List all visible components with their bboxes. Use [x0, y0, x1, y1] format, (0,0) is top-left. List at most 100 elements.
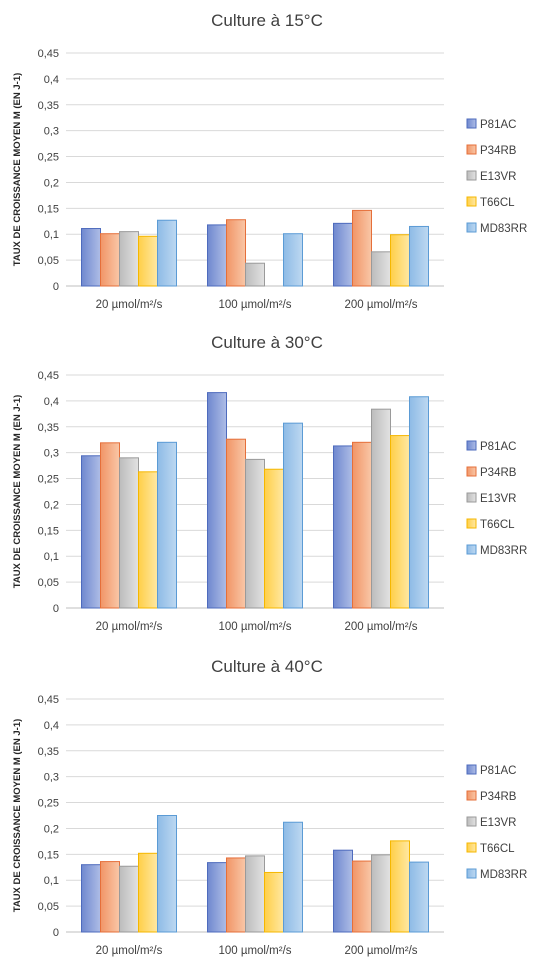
bar-md83rr: [283, 422, 303, 609]
chart-0: Culture à 15°C 0 0,05 0,1 0,15 0,2 0,25 0,3 0,35…: [12, 11, 527, 311]
bar-p34rb: [226, 219, 246, 287]
legend-label: E13VR: [480, 817, 516, 829]
bar-p81ac: [333, 445, 353, 609]
legend-swatch: [466, 518, 477, 529]
bar-md83rr: [409, 861, 429, 933]
bar-p34rb: [352, 441, 372, 609]
bar-p81ac: [207, 392, 227, 609]
legend-swatch: [466, 144, 477, 155]
x-tick-label: 20 µmol/m²/s: [96, 945, 163, 957]
bar-md83rr: [283, 821, 303, 933]
chart-title: Culture à 40°C: [211, 657, 323, 676]
x-tick-label: 100 µmol/m²/s: [218, 621, 291, 633]
y-tick-label: 0,4: [44, 720, 59, 732]
chart-title: Culture à 30°C: [211, 333, 323, 352]
legend-label: P81AC: [480, 765, 516, 777]
bar-p34rb: [100, 233, 120, 287]
bar-t66cl: [138, 235, 158, 287]
legend-swatch: [466, 842, 477, 853]
legend-swatch: [466, 196, 477, 207]
bar-e13vr: [371, 251, 391, 287]
y-tick-label: 0,25: [38, 474, 59, 486]
bar-p81ac: [81, 228, 101, 287]
y-tick-label: 0,05: [38, 255, 59, 267]
y-tick-label: 0,15: [38, 203, 59, 215]
y-tick-label: 0,35: [38, 422, 59, 434]
legend-label: P81AC: [480, 119, 516, 131]
legend-label: T66CL: [480, 519, 515, 531]
bar-md83rr: [409, 396, 429, 609]
legend-swatch: [466, 816, 477, 827]
y-tick-label: 0,15: [38, 525, 59, 537]
y-tick-label: 0,1: [44, 229, 59, 241]
legend-label: P34RB: [480, 791, 517, 803]
legend-label: P34RB: [480, 467, 517, 479]
y-tick-label: 0,1: [44, 875, 59, 887]
bar-p81ac: [81, 864, 101, 933]
bar-e13vr: [245, 262, 265, 287]
y-tick-label: 0,3: [44, 448, 59, 460]
bar-e13vr: [119, 865, 139, 933]
legend-label: MD83RR: [480, 545, 527, 557]
y-tick-label: 0: [53, 281, 59, 293]
bar-e13vr: [119, 231, 139, 287]
bar-p34rb: [100, 442, 120, 609]
bar-t66cl: [390, 840, 410, 933]
legend-label: E13VR: [480, 171, 516, 183]
y-tick-label: 0,05: [38, 577, 59, 589]
y-tick-label: 0,45: [38, 694, 59, 706]
x-tick-label: 200 µmol/m²/s: [344, 621, 417, 633]
y-tick-label: 0,25: [38, 152, 59, 164]
bar-p34rb: [226, 438, 246, 609]
legend-label: P81AC: [480, 441, 516, 453]
bar-p34rb: [226, 857, 246, 933]
bar-t66cl: [264, 871, 284, 933]
legend-swatch: [466, 790, 477, 801]
bar-p34rb: [352, 209, 372, 287]
legend-swatch: [466, 170, 477, 181]
bar-t66cl: [390, 435, 410, 609]
y-tick-label: 0,35: [38, 100, 59, 112]
legend-swatch: [466, 764, 477, 775]
bar-md83rr: [409, 225, 429, 287]
bar-t66cl: [138, 471, 158, 609]
y-tick-label: 0,3: [44, 772, 59, 784]
y-tick-label: 0,2: [44, 823, 59, 835]
legend-swatch: [466, 440, 477, 451]
y-axis-label: TAUX DE CROISSANCE MOYEN M (EN J-1): [12, 395, 23, 589]
legend-swatch: [466, 222, 477, 233]
x-tick-label: 200 µmol/m²/s: [344, 945, 417, 957]
bar-e13vr: [245, 855, 265, 933]
chart-1: Culture à 30°C 0 0,05 0,1 0,15 0,2 0,25 0,3 0,35…: [12, 333, 527, 633]
bar-p81ac: [207, 862, 227, 933]
y-tick-label: 0,3: [44, 126, 59, 138]
y-tick-label: 0,2: [44, 177, 59, 189]
y-tick-label: 0,05: [38, 901, 59, 913]
x-tick-label: 20 µmol/m²/s: [96, 299, 163, 311]
y-tick-label: 0: [53, 927, 59, 939]
bar-p34rb: [352, 860, 372, 933]
bar-p81ac: [333, 222, 353, 287]
y-tick-label: 0,45: [38, 370, 59, 382]
bar-p34rb: [100, 861, 120, 933]
y-tick-label: 0,15: [38, 849, 59, 861]
bar-md83rr: [283, 233, 303, 287]
legend-label: MD83RR: [480, 223, 527, 235]
legend-swatch: [466, 544, 477, 555]
legend-swatch: [466, 466, 477, 477]
bar-md83rr: [157, 441, 177, 609]
bar-t66cl: [264, 468, 284, 609]
bar-e13vr: [245, 458, 265, 609]
x-tick-label: 200 µmol/m²/s: [344, 299, 417, 311]
bar-t66cl: [390, 234, 410, 287]
y-tick-label: 0,35: [38, 746, 59, 758]
legend-swatch: [466, 118, 477, 129]
x-tick-label: 100 µmol/m²/s: [218, 299, 291, 311]
y-tick-label: 0,1: [44, 551, 59, 563]
y-tick-label: 0,25: [38, 798, 59, 810]
legend-swatch: [466, 868, 477, 879]
legend-label: P34RB: [480, 145, 517, 157]
bar-md83rr: [157, 815, 177, 933]
y-tick-label: 0,2: [44, 499, 59, 511]
y-tick-label: 0,4: [44, 396, 59, 408]
